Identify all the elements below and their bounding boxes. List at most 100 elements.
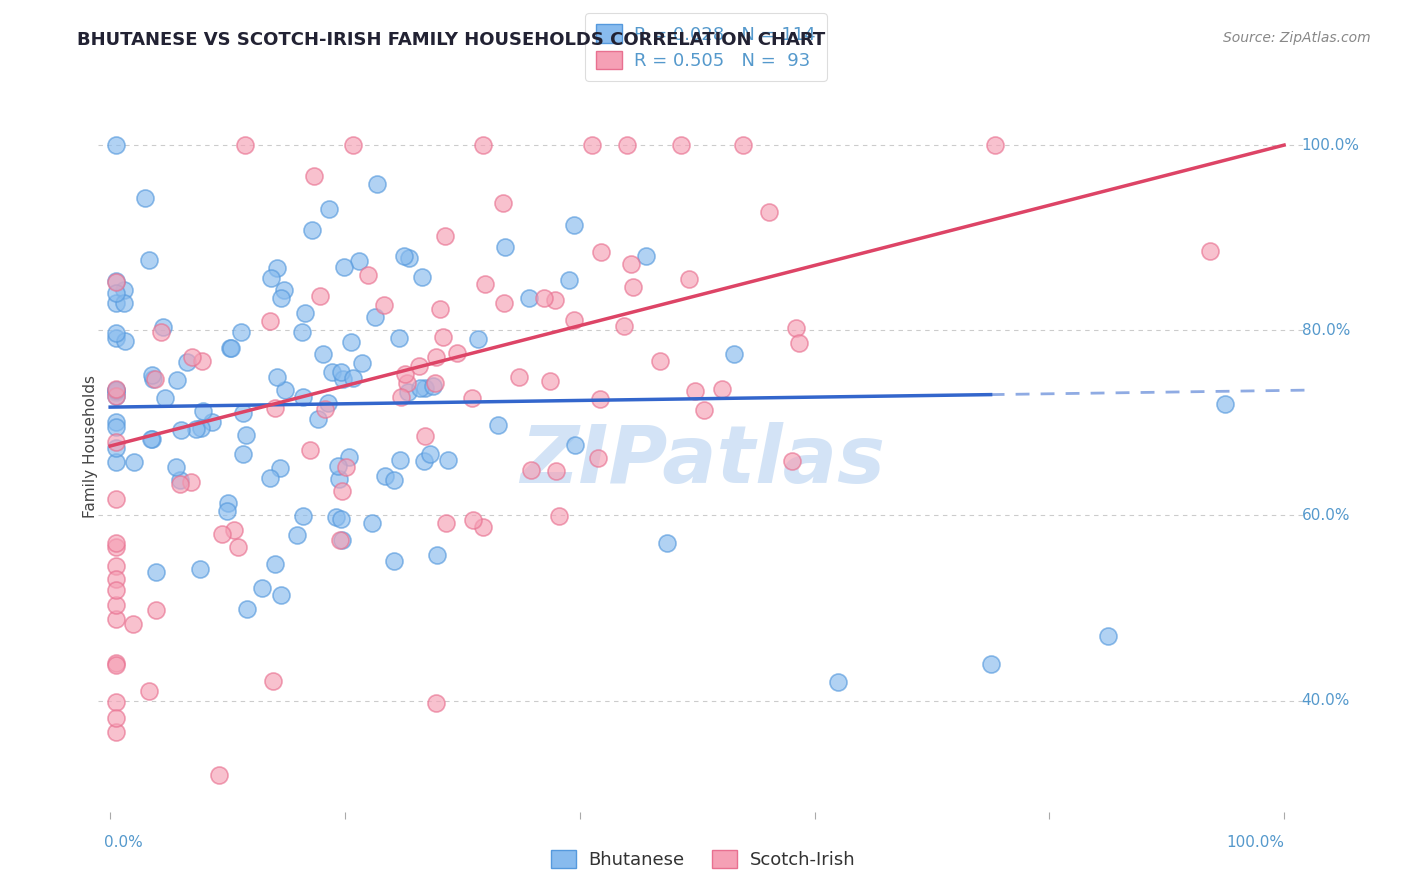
Point (332, 371, 354, 385)
Point (105, 559, 128, 574)
Point (519, 463, 541, 477)
Point (105, 492, 128, 507)
Point (259, 314, 281, 328)
Point (787, 335, 810, 350)
Point (105, 658, 128, 673)
Point (683, 384, 706, 398)
Point (382, 473, 405, 487)
Point (273, 284, 295, 298)
Point (425, 351, 447, 365)
Point (105, 382, 128, 396)
Point (325, 510, 347, 524)
Point (105, 695, 128, 709)
Point (347, 254, 370, 268)
Point (188, 562, 211, 576)
Point (434, 516, 457, 531)
Point (166, 374, 188, 388)
Text: 100.0%: 100.0% (1226, 835, 1284, 850)
Point (181, 350, 204, 364)
Point (723, 347, 745, 361)
Point (581, 138, 603, 153)
Point (321, 365, 343, 379)
Point (710, 383, 733, 397)
Point (330, 512, 353, 526)
Point (307, 412, 329, 426)
Point (274, 383, 297, 397)
Point (780, 454, 803, 468)
Point (259, 470, 281, 484)
Point (494, 295, 516, 310)
Point (179, 475, 201, 490)
Point (145, 565, 167, 579)
Point (190, 421, 212, 435)
Point (105, 274, 128, 288)
Point (122, 617, 145, 632)
Point (291, 325, 314, 339)
Point (413, 453, 436, 467)
Point (357, 268, 380, 282)
Point (408, 359, 430, 373)
Point (152, 320, 174, 334)
Point (547, 508, 569, 523)
Point (292, 390, 315, 404)
Text: ZIPatlas: ZIPatlas (520, 422, 886, 500)
Point (330, 533, 353, 548)
Point (419, 447, 441, 461)
Point (105, 326, 128, 340)
Point (105, 441, 128, 455)
Point (318, 202, 340, 216)
Point (112, 284, 135, 298)
Point (494, 240, 516, 254)
Point (396, 376, 419, 390)
Point (112, 295, 135, 310)
Point (328, 472, 350, 486)
Point (114, 334, 136, 348)
Point (312, 347, 335, 361)
Point (138, 253, 160, 268)
Point (191, 404, 214, 418)
Point (382, 554, 405, 568)
Point (733, 138, 755, 153)
Point (589, 245, 612, 260)
Point (364, 310, 387, 324)
Point (314, 402, 336, 417)
Point (266, 261, 288, 276)
Point (342, 371, 364, 385)
Point (105, 725, 128, 739)
Point (169, 477, 191, 491)
Point (105, 138, 128, 153)
Point (165, 459, 187, 474)
Point (105, 415, 128, 429)
Point (105, 383, 128, 397)
Point (337, 450, 360, 464)
Point (150, 325, 173, 339)
Point (105, 384, 128, 398)
Point (299, 443, 322, 458)
Y-axis label: Family Households: Family Households (83, 375, 97, 517)
Point (678, 272, 700, 286)
Point (396, 384, 419, 399)
Point (318, 396, 340, 410)
Point (105, 612, 128, 626)
Point (650, 354, 672, 368)
Point (472, 138, 495, 153)
Point (142, 372, 165, 386)
Point (184, 422, 207, 436)
Point (264, 401, 287, 415)
Point (1199, 244, 1222, 258)
Point (208, 767, 231, 781)
Point (546, 464, 568, 478)
Point (330, 365, 353, 379)
Point (333, 260, 356, 274)
Text: 100.0%: 100.0% (1302, 137, 1360, 153)
Point (329, 533, 352, 547)
Point (474, 277, 496, 291)
Point (657, 535, 679, 549)
Point (226, 541, 249, 555)
Point (394, 368, 416, 382)
Point (785, 320, 807, 334)
Text: 60.0%: 60.0% (1302, 508, 1350, 523)
Point (139, 432, 162, 446)
Point (538, 374, 561, 388)
Point (105, 295, 128, 310)
